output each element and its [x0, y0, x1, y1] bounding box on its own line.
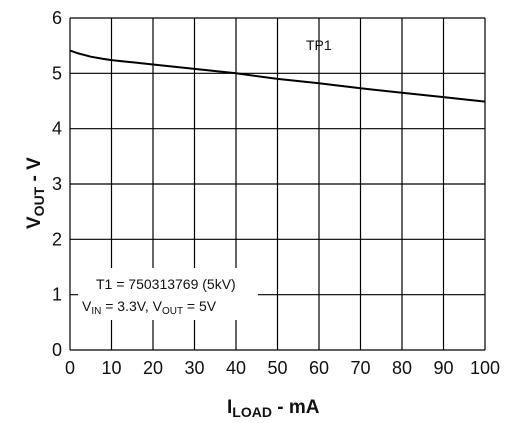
x-tick-label-50: 50 — [267, 358, 287, 378]
y-tick-labels: 0 1 2 3 4 5 6 — [52, 8, 62, 360]
x-tick-label-30: 30 — [184, 358, 204, 378]
annotation-box — [78, 268, 258, 320]
y-tick-label-6: 6 — [52, 8, 62, 28]
grid — [69, 17, 486, 351]
x-tick-label-70: 70 — [350, 358, 370, 378]
series-label-tp1: TP1 — [306, 37, 332, 53]
x-tick-label-20: 20 — [143, 358, 163, 378]
x-axis-title: ILOAD - mA — [227, 397, 320, 420]
x-tick-labels: 0 10 20 30 40 50 60 70 80 90 100 — [65, 358, 500, 378]
series-line-tp1 — [69, 49, 486, 103]
y-tick-label-0: 0 — [52, 340, 62, 360]
y-tick-label-5: 5 — [52, 63, 62, 83]
series-layer — [69, 49, 486, 103]
x-tick-label-90: 90 — [433, 358, 453, 378]
y-tick-label-2: 2 — [52, 229, 62, 249]
x-tick-label-60: 60 — [309, 358, 329, 378]
annotation-line-1: T1 = 750313769 (5kV) — [96, 276, 236, 292]
y-axis-title: VOUT - V — [24, 157, 47, 229]
x-tick-label-0: 0 — [65, 358, 75, 378]
x-tick-label-40: 40 — [226, 358, 246, 378]
y-tick-label-1: 1 — [52, 285, 62, 305]
x-tick-label-100: 100 — [470, 358, 500, 378]
annotation-line-2: VIN = 3.3V, VOUT = 5V — [82, 298, 217, 317]
x-tick-label-10: 10 — [101, 358, 121, 378]
y-tick-label-4: 4 — [52, 119, 62, 139]
x-tick-label-80: 80 — [392, 358, 412, 378]
y-tick-label-3: 3 — [52, 174, 62, 194]
